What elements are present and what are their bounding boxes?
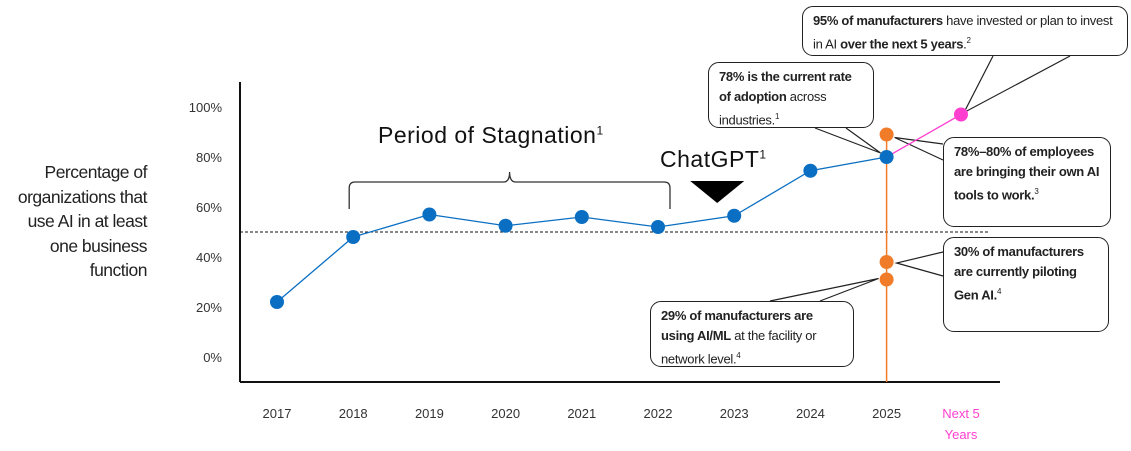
data-point-2020 <box>498 218 513 233</box>
callout-employees: 78%–80% of employees are bringing their … <box>943 137 1111 227</box>
x-tick-label: 2019 <box>415 406 444 421</box>
data-point-2017 <box>270 295 284 309</box>
manufacturing-point-2025 <box>879 255 894 269</box>
series-line-1 <box>886 113 962 158</box>
y-tick-label: 60% <box>196 200 222 215</box>
chatgpt-arrow <box>690 181 745 203</box>
x-tick-label: 2020 <box>491 406 520 421</box>
callout-aiml: 29% of manufacturers are using AI/ML at … <box>650 301 854 367</box>
callout-invest: 95% of manufacturers have invested or pl… <box>802 6 1128 56</box>
x-tick-label: 2023 <box>720 406 749 421</box>
data-point-2023 <box>727 208 742 223</box>
data-point-next-5-years <box>954 107 968 122</box>
series-line-0 <box>276 156 887 303</box>
data-point-2019 <box>422 207 437 222</box>
y-tick-label: 100% <box>189 100 223 115</box>
manufacturing-point-2025 <box>879 127 894 142</box>
x-tick-label: Years <box>945 427 978 442</box>
y-tick-label: 80% <box>196 150 222 165</box>
pointer-invest <box>962 55 1071 114</box>
x-tick-label: 2017 <box>263 406 292 421</box>
stagnation-label: Period of Stagnation1 <box>378 122 604 148</box>
y-tick-label: 0% <box>203 350 222 365</box>
pointer-adoption <box>814 127 881 154</box>
x-tick-label: 2022 <box>644 406 673 421</box>
x-tick-label: 2021 <box>567 406 596 421</box>
y-tick-label: 20% <box>196 300 222 315</box>
pointer-piloting <box>894 251 944 277</box>
pointer-employees <box>894 136 944 161</box>
y-tick-label: 40% <box>196 250 222 265</box>
manufacturing-point-2025 <box>879 272 894 287</box>
y-axis-label: Percentage of organizations that use AI … <box>17 162 148 280</box>
data-point-2018 <box>346 230 361 244</box>
data-point-2024 <box>803 163 818 178</box>
callout-adoption: 78% is the current rate of adoption acro… <box>708 62 874 128</box>
x-tick-label: 2025 <box>872 406 901 421</box>
chatgpt-label: ChatGPT1 <box>660 146 767 172</box>
x-tick-label: Next 5 <box>942 406 980 421</box>
stagnation-brace <box>348 171 671 209</box>
data-point-2021 <box>574 210 589 224</box>
data-point-2022 <box>651 220 665 234</box>
data-point-2025 <box>879 150 894 164</box>
pointer-aiml <box>769 277 879 302</box>
callout-piloting: 30% of manufacturers are currently pilot… <box>943 237 1109 332</box>
x-tick-label: 2024 <box>796 406 825 421</box>
x-tick-label: 2018 <box>339 406 368 421</box>
